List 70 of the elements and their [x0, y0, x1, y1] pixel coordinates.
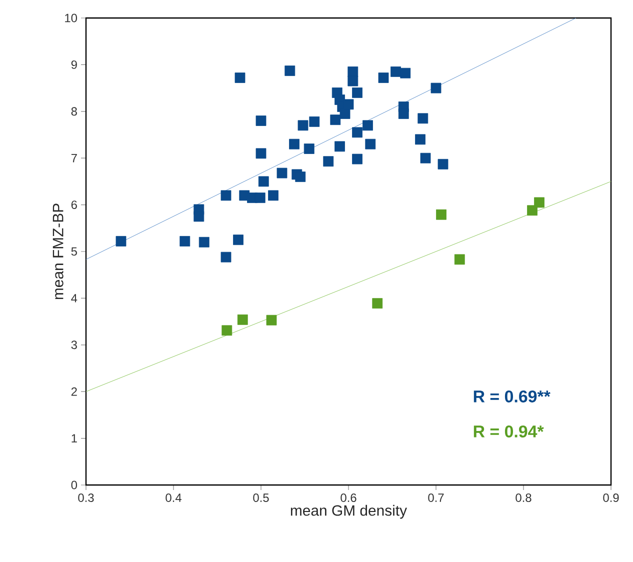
- point: [430, 82, 442, 94]
- point: [438, 158, 448, 170]
- point: [254, 192, 266, 203]
- y-tick-label: 4: [71, 294, 78, 302]
- point: [220, 190, 232, 201]
- point: [527, 205, 538, 216]
- point: [365, 138, 376, 150]
- point: [352, 88, 362, 98]
- x-tick-label: 0.7: [428, 494, 444, 502]
- point: [266, 314, 277, 326]
- point: [304, 144, 314, 154]
- point: [534, 197, 544, 208]
- point: [295, 172, 306, 182]
- x-tick-label: 0.4: [166, 494, 182, 502]
- point: [398, 108, 409, 119]
- annotation: R = 0.94*: [474, 425, 544, 438]
- y-tick-label: 10: [65, 14, 78, 22]
- point: [348, 76, 358, 86]
- point: [415, 134, 426, 145]
- point: [390, 66, 401, 77]
- point: [258, 176, 269, 187]
- x-tick-label: 0.8: [516, 494, 532, 502]
- y-tick-label: 6: [71, 200, 77, 210]
- point: [284, 66, 296, 76]
- point: [198, 236, 210, 248]
- point: [237, 314, 248, 325]
- point: [352, 154, 362, 164]
- y-tick-label: 0: [71, 480, 78, 490]
- y-tick-label: 7: [71, 154, 77, 162]
- y-tick-label: 2: [71, 387, 77, 396]
- point: [343, 99, 354, 110]
- y-tick-label: 1: [72, 434, 77, 442]
- point: [180, 236, 190, 246]
- annotation: R = 0.69**: [474, 390, 550, 402]
- point: [372, 298, 383, 309]
- point: [418, 113, 428, 124]
- point: [276, 168, 288, 178]
- point: [194, 211, 204, 222]
- point: [420, 152, 431, 164]
- point: [334, 141, 345, 152]
- point: [330, 114, 341, 125]
- point: [340, 108, 350, 119]
- x-tick-label: 0.5: [253, 494, 269, 502]
- x-tick-label: 0.6: [340, 494, 356, 502]
- point: [222, 325, 232, 336]
- point: [289, 138, 300, 150]
- point: [362, 120, 373, 131]
- y-tick-label: 8: [71, 107, 77, 116]
- point: [234, 72, 246, 83]
- point: [323, 156, 334, 167]
- y-tick-label: 9: [71, 60, 77, 69]
- point: [352, 127, 362, 138]
- point: [256, 116, 266, 126]
- y-tick-label: 3: [71, 340, 77, 350]
- y-axis-title: mean FMZ-BP: [52, 204, 64, 300]
- point: [298, 120, 308, 131]
- point: [116, 236, 126, 246]
- point: [454, 254, 465, 265]
- x-tick-label: 0.9: [603, 494, 619, 502]
- point: [220, 252, 232, 262]
- y-tick-label: 5: [71, 247, 77, 256]
- x-tick-label: 0.3: [78, 494, 94, 502]
- point: [436, 209, 446, 220]
- point: [256, 148, 266, 159]
- point: [378, 72, 389, 83]
- point: [309, 116, 320, 127]
- point: [400, 68, 411, 78]
- point: [268, 190, 278, 201]
- x-axis-title: mean GM density: [290, 504, 407, 519]
- point: [233, 234, 244, 246]
